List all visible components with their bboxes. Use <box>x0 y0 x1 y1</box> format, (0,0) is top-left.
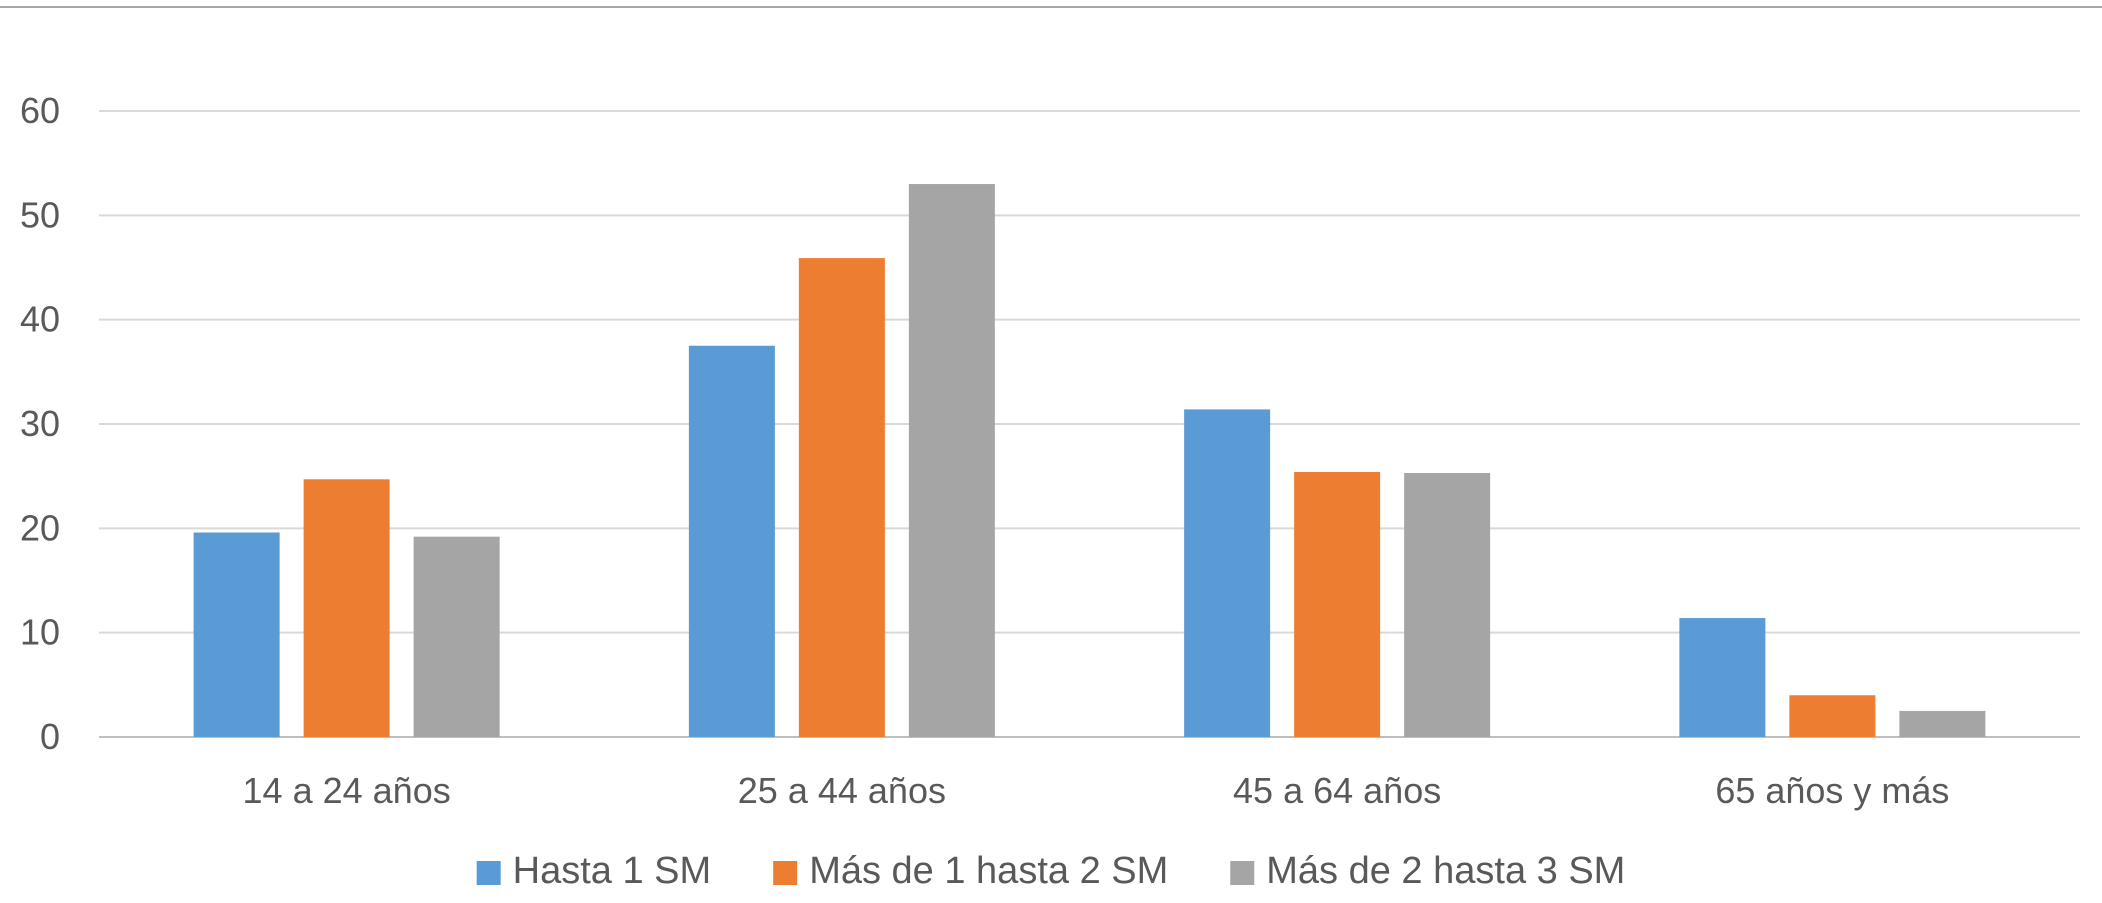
legend-item: Más de 1 hasta 2 SM <box>773 850 1168 892</box>
legend-swatch <box>476 861 501 885</box>
legend-label: Más de 2 hasta 3 SM <box>1266 850 1625 892</box>
legend: Hasta 1 SM Más de 1 hasta 2 SM Más de 2 ha… <box>476 850 1625 892</box>
bar <box>193 532 280 737</box>
x-axis-tick-labels: 14 a 24 años 25 a 44 años 45 a 64 años 65 a… <box>243 770 1950 811</box>
x-tick-label: 45 a 64 años <box>1233 770 1441 811</box>
y-tick-label: 30 <box>20 403 60 444</box>
x-tick-label: 65 años y más <box>1715 770 1949 811</box>
y-tick-label: 10 <box>20 612 60 653</box>
x-tick-label: 25 a 44 años <box>738 770 946 811</box>
bar <box>303 479 390 737</box>
bar <box>413 536 500 737</box>
legend-label: Más de 1 hasta 2 SM <box>809 850 1168 892</box>
y-tick-label: 0 <box>40 716 60 757</box>
bar <box>908 184 995 738</box>
bar <box>1789 695 1876 737</box>
legend-label: Hasta 1 SM <box>513 850 712 892</box>
x-tick-label: 14 a 24 años <box>243 770 451 811</box>
bar <box>1294 471 1381 737</box>
y-tick-label: 60 <box>20 90 60 131</box>
legend-item: Más de 2 hasta 3 SM <box>1230 850 1625 892</box>
y-tick-label: 50 <box>20 194 60 235</box>
y-tick-label: 20 <box>20 507 60 548</box>
bar <box>798 258 885 737</box>
y-tick-label: 40 <box>20 299 60 340</box>
legend-item: Hasta 1 SM <box>476 850 712 892</box>
legend-swatch <box>1230 861 1255 885</box>
bar <box>1184 409 1271 737</box>
bar <box>1404 473 1491 737</box>
bars <box>193 184 1986 738</box>
bar <box>1679 618 1766 737</box>
gridlines <box>99 110 2080 738</box>
bar <box>688 345 775 737</box>
y-axis-tick-labels: 0 10 20 30 40 50 60 <box>20 90 60 757</box>
bar <box>1899 710 1986 737</box>
legend-swatch <box>773 861 798 885</box>
